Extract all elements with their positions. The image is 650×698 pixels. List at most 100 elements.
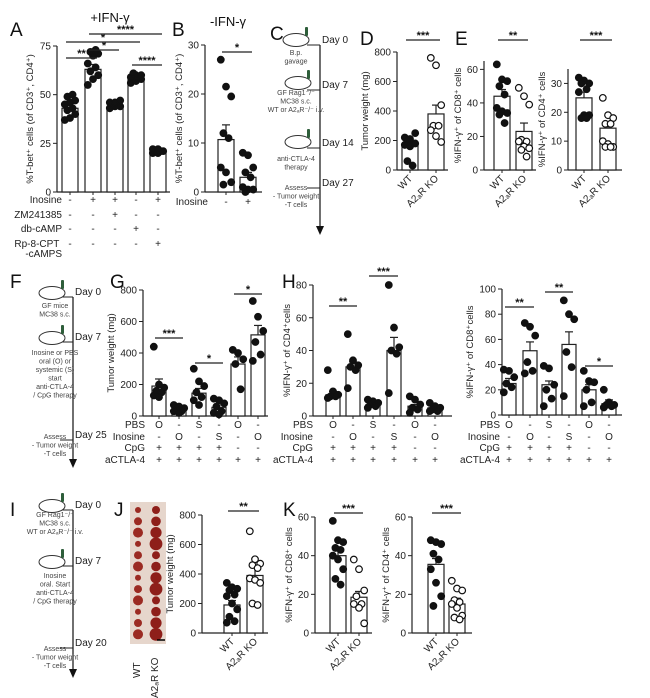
data-point bbox=[328, 516, 337, 525]
data-point bbox=[149, 342, 158, 351]
condition-value: - bbox=[68, 224, 71, 235]
y-tick-label: 40 bbox=[298, 551, 310, 562]
timeline-step-text: anti-CTLA-4 bbox=[277, 156, 315, 163]
data-point bbox=[116, 96, 125, 105]
data-point bbox=[437, 138, 446, 146]
data-point bbox=[360, 586, 369, 595]
data-point bbox=[411, 395, 419, 404]
data-point bbox=[219, 180, 228, 189]
arrow-icon bbox=[69, 669, 77, 678]
data-point bbox=[502, 379, 511, 388]
data-point bbox=[253, 601, 262, 609]
condition-value: + bbox=[216, 443, 222, 454]
data-point bbox=[227, 92, 236, 101]
data-point bbox=[432, 132, 440, 140]
mouse-icon bbox=[38, 555, 66, 569]
condition-row-label: CpG bbox=[124, 443, 145, 454]
condition-value: S bbox=[196, 420, 203, 431]
timeline-step-text: gavage bbox=[285, 59, 308, 66]
y-tick-label: 0 bbox=[556, 166, 562, 177]
significance-label: * bbox=[102, 40, 107, 52]
data-point bbox=[236, 385, 245, 394]
chart-A: 0 25 50 75 %T-bet⁺ cells (of CD3⁺, CD4⁺) +IFN… bbox=[14, 10, 170, 260]
condition-row-label: db-cAMP bbox=[21, 224, 62, 235]
data-point bbox=[222, 618, 231, 627]
data-point bbox=[565, 310, 573, 319]
day-label: Day 7 bbox=[322, 80, 349, 91]
y-tick-label: 100 bbox=[479, 285, 496, 296]
y-axis-label: %IFN-γ⁺ of CD4⁺ cells bbox=[381, 527, 392, 623]
significance-label: *** bbox=[590, 30, 604, 42]
timeline-step-text: anti-CTLA-4 bbox=[36, 590, 74, 597]
data-point bbox=[253, 564, 262, 572]
data-point bbox=[559, 296, 568, 305]
significance-label: * bbox=[597, 356, 602, 368]
data-point bbox=[246, 173, 255, 182]
data-point bbox=[231, 360, 240, 368]
data-point bbox=[582, 85, 591, 94]
data-point bbox=[371, 402, 380, 411]
y-tick-label: 800 bbox=[120, 286, 137, 297]
y-axis-label: %IFN-γ⁺ of CD4⁺cells bbox=[282, 304, 293, 397]
y-tick-label: 60 bbox=[485, 335, 497, 346]
data-point bbox=[66, 114, 74, 122]
condition-row-label: Rp-8-CPT -cAMPS bbox=[14, 239, 62, 260]
data-point bbox=[175, 408, 183, 417]
mouse-icon bbox=[38, 286, 66, 300]
y-tick-label: 40 bbox=[467, 98, 479, 109]
condition-value: - bbox=[528, 420, 531, 431]
tumor-ko bbox=[151, 516, 161, 527]
data-point bbox=[349, 356, 357, 365]
data-point bbox=[222, 168, 230, 177]
tumor-photo: WT A2ₐR KO bbox=[130, 502, 166, 698]
condition-row-label: Inosine bbox=[468, 432, 501, 443]
data-point bbox=[91, 63, 100, 72]
significance-label: * bbox=[246, 284, 251, 296]
data-point bbox=[433, 407, 442, 415]
chart-title: +IFN-γ bbox=[90, 10, 130, 25]
timeline-step-text: - Tumor weight bbox=[273, 194, 319, 201]
condition-value: O bbox=[505, 420, 513, 431]
condition-value: - bbox=[236, 432, 239, 443]
condition-value: + bbox=[176, 455, 182, 466]
data-point bbox=[514, 137, 523, 146]
panel-letter: A bbox=[10, 20, 23, 41]
data-point bbox=[562, 348, 571, 356]
condition-row-label: CpG bbox=[292, 443, 313, 454]
significance-label: * bbox=[235, 42, 240, 54]
data-point bbox=[259, 327, 268, 335]
tumor-ko bbox=[150, 572, 162, 584]
data-point bbox=[155, 393, 163, 402]
significance-label: * bbox=[207, 353, 212, 365]
x-tick-label: WT bbox=[396, 173, 415, 192]
panel-letter: F bbox=[10, 272, 22, 293]
significance-label: ** bbox=[555, 282, 564, 294]
data-point bbox=[607, 402, 616, 411]
data-point bbox=[230, 590, 239, 599]
data-point bbox=[429, 549, 438, 558]
tumor-wt bbox=[134, 517, 142, 526]
data-point bbox=[245, 527, 254, 536]
data-point bbox=[587, 398, 596, 407]
condition-value: + bbox=[566, 455, 572, 466]
condition-value: + bbox=[370, 443, 376, 454]
timeline-step-text: anti-CTLA-4 bbox=[36, 384, 74, 391]
condition-value: - bbox=[224, 197, 227, 208]
data-point bbox=[503, 77, 512, 86]
data-point bbox=[458, 586, 467, 595]
y-tick-label: 200 bbox=[120, 380, 137, 391]
data-point bbox=[495, 82, 504, 91]
condition-row-label: CpG bbox=[479, 443, 500, 454]
timeline-step-text: Assess bbox=[44, 434, 67, 441]
data-point bbox=[559, 392, 568, 401]
timeline-step-text: oral (O) or bbox=[39, 359, 72, 366]
condition-value: O bbox=[526, 432, 534, 443]
condition-value: - bbox=[507, 432, 510, 443]
bar bbox=[106, 105, 124, 193]
condition-value: + bbox=[330, 443, 336, 454]
condition-value: + bbox=[432, 455, 438, 466]
condition-row-label: aCTLA-4 bbox=[273, 455, 313, 466]
